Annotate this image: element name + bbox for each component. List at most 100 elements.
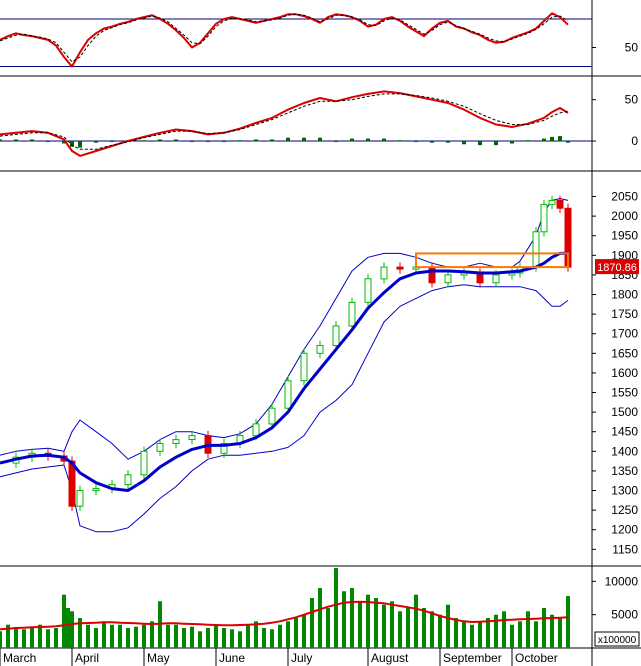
volume-bar <box>94 628 98 648</box>
month-label: March <box>3 651 36 665</box>
volume-bar <box>422 608 426 648</box>
candle-body <box>268 407 276 425</box>
volume-bar <box>558 618 562 648</box>
macd-histogram-bar <box>78 141 82 148</box>
month-label: July <box>291 651 312 665</box>
macd-panel: 50 0 <box>0 90 639 157</box>
macd-histogram-bar <box>142 140 146 142</box>
last-price-value: 1870.86 <box>597 262 637 274</box>
rsi-tick-label: 50 <box>625 41 639 55</box>
volume-bar <box>22 629 26 648</box>
macd-histogram-bar <box>254 139 258 142</box>
macd-signal-line <box>0 93 569 150</box>
candle-body <box>252 423 260 437</box>
volume-bar <box>110 624 114 648</box>
candle-body <box>300 352 308 382</box>
macd-histogram-bar <box>238 140 242 142</box>
volume-bar <box>326 608 330 648</box>
volume-bar <box>86 624 90 648</box>
macd-histogram-bar <box>510 141 514 144</box>
time-axis: March April May June July August September Octo… <box>0 648 558 666</box>
volume-bar <box>0 631 2 648</box>
volume-bar <box>286 621 290 648</box>
volume-bar <box>318 588 322 648</box>
volume-bar <box>382 604 386 648</box>
macd-histogram-bar <box>94 141 98 143</box>
price-tick-label: 1450 <box>611 425 638 439</box>
month-label: June <box>219 651 245 665</box>
volume-bar <box>414 594 418 648</box>
macd-tick-label: 50 <box>625 93 639 107</box>
macd-histogram-bar <box>30 139 34 142</box>
macd-histogram-bar <box>14 139 18 142</box>
volume-bar <box>390 601 394 648</box>
macd-histogram-bar <box>190 141 194 142</box>
macd-histogram-bar <box>174 139 178 142</box>
volume-bar <box>278 624 282 648</box>
volume-bar <box>430 611 434 648</box>
volume-bar <box>470 624 474 648</box>
volume-bar <box>182 628 186 648</box>
macd-histogram-bar <box>110 141 114 142</box>
candle-body <box>540 203 548 233</box>
candle-body <box>284 380 292 409</box>
volume-bar <box>462 621 466 648</box>
candle-body <box>220 443 228 454</box>
macd-histogram-bar <box>430 141 434 143</box>
candle-body <box>348 301 356 327</box>
macd-histogram-bar <box>318 137 322 141</box>
volume-bar <box>150 621 154 648</box>
price-tick-label: 1750 <box>611 307 638 321</box>
volume-bar <box>174 624 178 648</box>
volume-bar <box>14 628 18 648</box>
volume-bar <box>230 629 234 648</box>
volume-bar <box>134 626 138 648</box>
volume-bar <box>142 624 146 648</box>
month-label: August <box>371 651 409 665</box>
macd-histogram-bar <box>398 140 402 142</box>
volume-bar <box>542 608 546 648</box>
macd-histogram-bar <box>542 138 546 142</box>
volume-bar <box>62 594 66 648</box>
candle-body <box>92 488 100 492</box>
candle-body <box>396 266 404 270</box>
volume-bar <box>502 611 506 648</box>
macd-histogram-bar <box>558 136 562 142</box>
volume-panel: 10000 5000 x100000 <box>0 568 640 648</box>
candle-body <box>172 439 180 445</box>
candle-body <box>188 435 196 441</box>
price-tick-label: 1500 <box>611 405 638 419</box>
candle-body <box>124 474 132 486</box>
volume-ma-line <box>0 600 569 631</box>
candle-body <box>532 231 540 268</box>
price-tick-label: 1800 <box>611 288 638 302</box>
macd-histogram-bar <box>526 140 530 142</box>
macd-histogram-bar <box>334 141 338 142</box>
price-tick-label: 1700 <box>611 327 638 341</box>
price-tick-label: 1350 <box>611 464 638 478</box>
price-tick-label: 1950 <box>611 229 638 243</box>
price-tick-label: 1900 <box>611 248 638 262</box>
volume-bar <box>270 629 274 648</box>
resistance-zone-box <box>415 252 569 269</box>
candle-body <box>364 278 372 303</box>
volume-bar <box>38 624 42 648</box>
volume-bar <box>478 621 482 648</box>
macd-line <box>0 90 569 157</box>
ma20-line <box>0 251 568 492</box>
macd-histogram-bar <box>366 138 370 142</box>
price-tick-label: 1650 <box>611 346 638 360</box>
volume-bar <box>366 594 370 648</box>
macd-tick-label: 0 <box>631 134 638 148</box>
month-label: September <box>443 651 502 665</box>
macd-histogram-bar <box>550 136 554 141</box>
price-tick-label: 1600 <box>611 366 638 380</box>
volume-bar <box>550 614 554 648</box>
volume-tick-label: 5000 <box>611 608 638 622</box>
volume-bar <box>374 598 378 648</box>
last-price-tag <box>595 259 639 275</box>
candle-body <box>140 450 148 476</box>
volume-bar <box>526 611 530 648</box>
